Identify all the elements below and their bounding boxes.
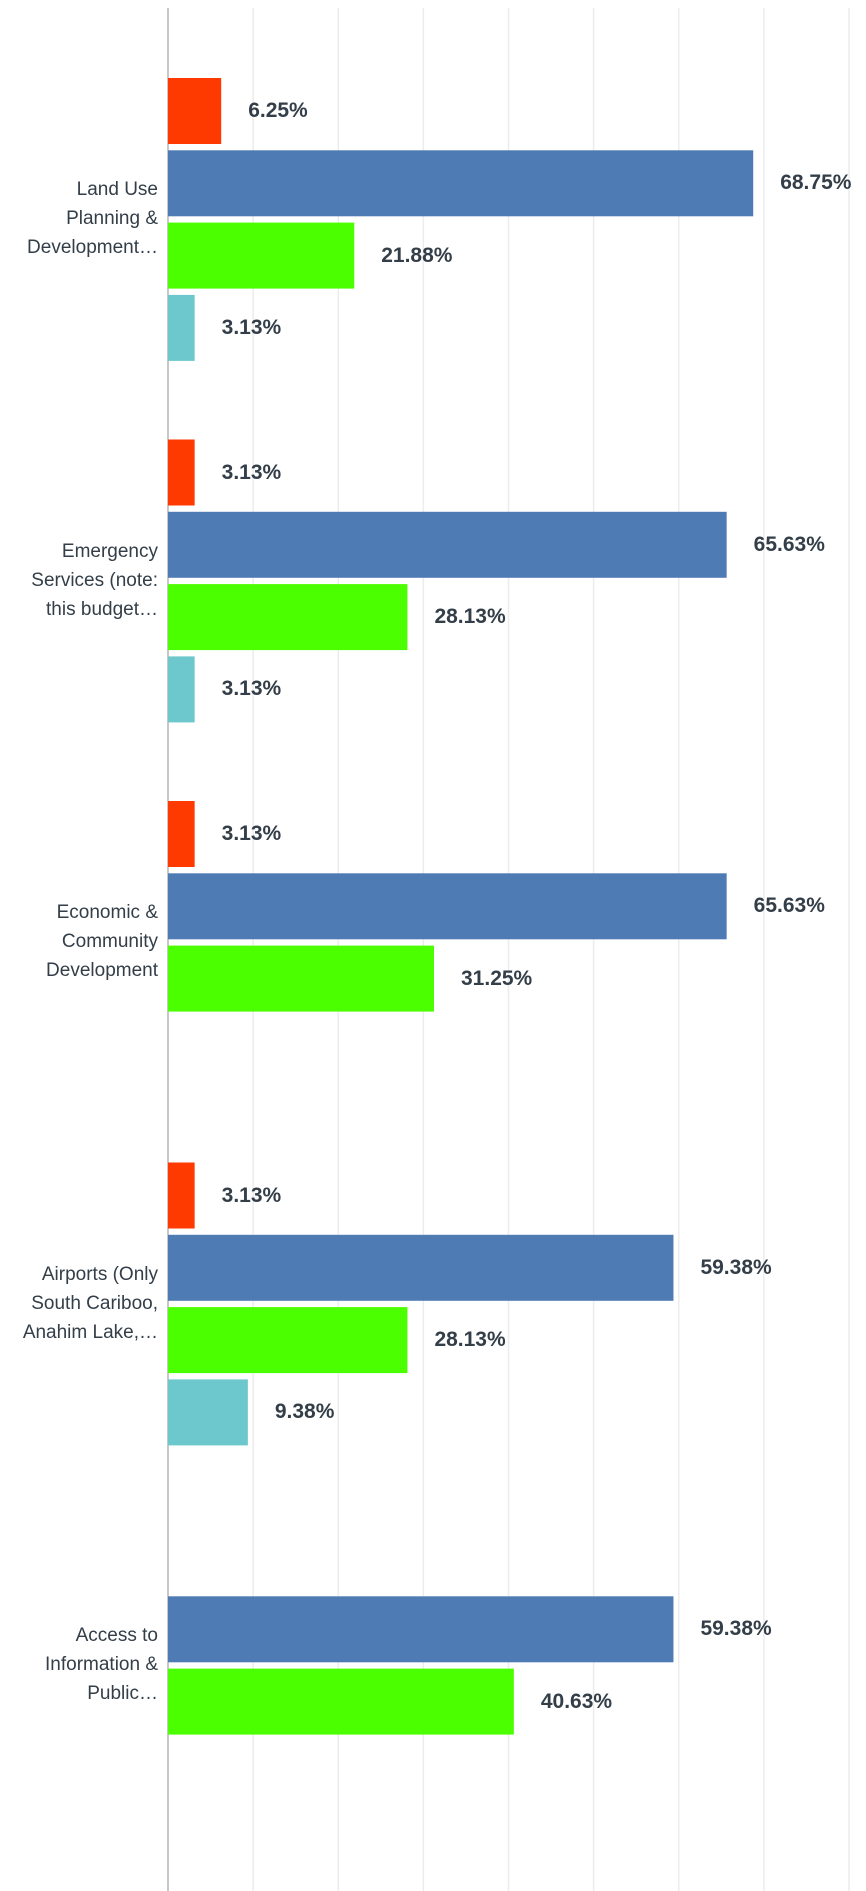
bar — [168, 150, 754, 217]
category-label: Airports (Only South Cariboo, Anahim Lak… — [22, 1263, 158, 1343]
value-label: 31.25% — [461, 966, 533, 990]
bar — [168, 511, 727, 578]
bar — [168, 1668, 514, 1735]
bar — [168, 1234, 674, 1301]
value-label: 40.63% — [540, 1689, 613, 1713]
value-label: 3.13% — [221, 315, 282, 339]
value-label: 65.63% — [753, 532, 825, 556]
value-label: 3.13% — [221, 1183, 282, 1207]
bar — [168, 656, 195, 723]
bar — [168, 873, 727, 940]
value-label: 3.13% — [221, 677, 282, 701]
value-label: 21.88% — [381, 243, 453, 267]
bar — [168, 945, 435, 1012]
bar — [168, 439, 195, 506]
category-label: Economic & Community Development — [46, 902, 158, 982]
bar — [168, 294, 195, 361]
bar — [168, 222, 355, 289]
value-label: 59.38% — [700, 1255, 772, 1279]
value-label: 59.38% — [700, 1617, 772, 1641]
bar — [168, 1162, 195, 1229]
value-label: 28.13% — [434, 1328, 506, 1352]
value-label: 65.63% — [753, 894, 825, 918]
category-label: Access to Information & Public… — [45, 1625, 158, 1705]
value-label: 9.38% — [274, 1400, 335, 1424]
category-label: Emergency Services (note: this budget… — [31, 540, 158, 620]
value-label: 3.13% — [221, 822, 282, 845]
bar — [168, 1379, 248, 1446]
bar — [168, 1307, 408, 1374]
bar — [168, 1596, 674, 1663]
value-label: 6.25% — [248, 99, 308, 122]
category-label: Land Use Planning & Development… — [27, 179, 158, 259]
bar — [168, 801, 195, 867]
bar — [168, 78, 222, 144]
value-label: 28.13% — [434, 605, 506, 629]
value-label: 3.13% — [221, 460, 282, 484]
bar — [168, 584, 408, 651]
value-label: 68.75% — [780, 171, 852, 195]
